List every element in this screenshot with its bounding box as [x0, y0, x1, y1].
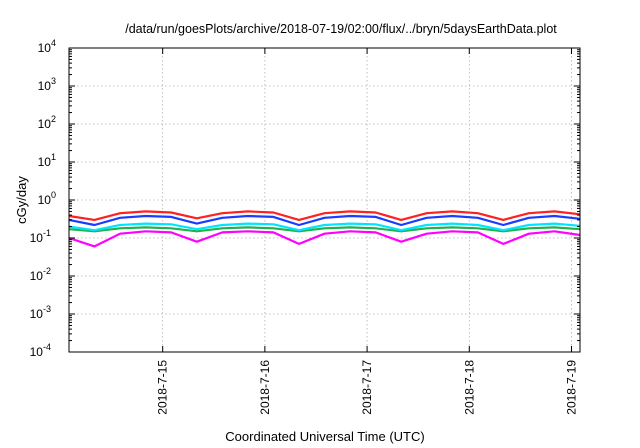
y-tick-label: 10-4: [30, 342, 51, 359]
y-tick-label: 101: [38, 152, 56, 169]
series-line: [68, 210, 581, 221]
x-tick-label: 2018-7-17: [360, 360, 374, 415]
series-line: [68, 222, 581, 232]
x-axis: 2018-7-15 2018-7-16 2018-7-17 2018-7-18 2018…: [156, 48, 578, 415]
x-tick-label: 2018-7-19: [564, 360, 578, 415]
x-tick-label: 2018-7-18: [462, 360, 476, 415]
y-tick-label: 102: [38, 114, 56, 131]
x-tick-label: 2018-7-16: [258, 360, 272, 415]
x-axis-label: Coordinated Universal Time (UTC): [225, 429, 424, 444]
series-line: [68, 230, 581, 248]
chart-title: /data/run/goesPlots/archive/2018-07-19/0…: [125, 22, 557, 36]
plot-series: [68, 210, 581, 248]
y-tick-label: 10-2: [30, 266, 51, 283]
y-tick-label: 104: [38, 38, 56, 55]
y-tick-label: 10-3: [30, 304, 51, 321]
y-axis-label: cGy/day: [14, 176, 29, 224]
y-tick-label: 10-1: [30, 228, 51, 245]
y-tick-label: 103: [38, 76, 56, 93]
y-axis: 10-4 10-3 10-2 10-1 100 101 102 103 104: [30, 38, 580, 359]
x-tick-label: 2018-7-15: [156, 360, 170, 415]
grid-lines: [69, 48, 580, 352]
y-tick-label: 100: [38, 190, 56, 207]
series-line: [68, 226, 581, 233]
series-line: [68, 214, 581, 227]
